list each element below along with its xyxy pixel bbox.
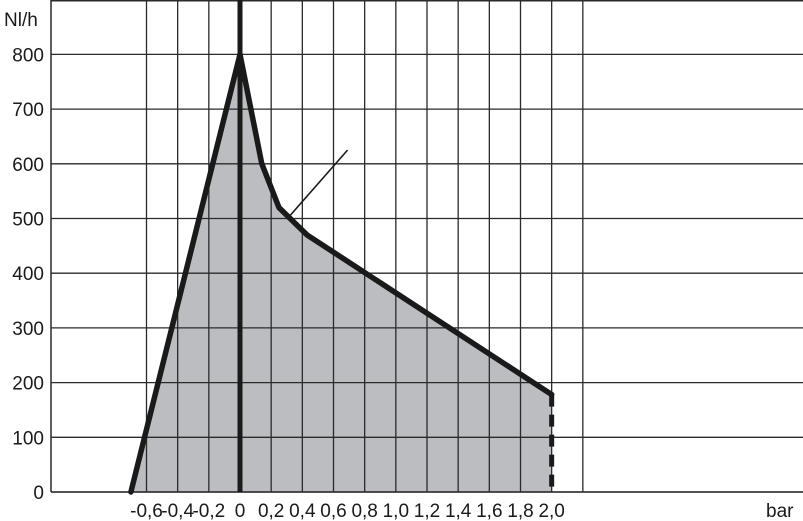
series-line-0 bbox=[128, 51, 555, 495]
y-tick-label: 400 bbox=[12, 264, 44, 285]
x-tick-label: 2,0 bbox=[538, 501, 564, 521]
x-tick-label: 0,4 bbox=[289, 501, 316, 521]
leader-line bbox=[289, 149, 349, 217]
y-tick-label: 600 bbox=[12, 155, 44, 176]
x-tick-label: 0,6 bbox=[320, 501, 346, 521]
x-tick-label: -0,4 bbox=[161, 501, 194, 521]
y-axis-label: Nl/h bbox=[4, 10, 38, 31]
y-tick-label: 200 bbox=[12, 374, 44, 395]
x-tick-label: 0,8 bbox=[351, 501, 377, 521]
y-tick-label: 700 bbox=[12, 100, 44, 121]
y-tick-label: 800 bbox=[12, 45, 44, 66]
x-axis-label: bar bbox=[766, 501, 794, 521]
label-layer: Nl/h bar -0,6-0,4-0,2 0 0,2 0,4 0,6 0,8 1,0 1,2… bbox=[4, 10, 794, 521]
y-tick-label: 0 bbox=[33, 483, 44, 504]
x-tick-label: 0,2 bbox=[258, 501, 284, 521]
y-tick-label: 300 bbox=[12, 319, 44, 340]
x-tick-label: -0,2 bbox=[192, 501, 225, 521]
axis-layer bbox=[50, 0, 803, 493]
x-tick-label: 1,0 bbox=[383, 501, 409, 521]
x-tick-label: 1,2 bbox=[414, 501, 440, 521]
y-tick-label: 100 bbox=[12, 428, 44, 449]
grid-layer bbox=[51, 0, 803, 493]
x-tick-label: 0 bbox=[235, 501, 246, 521]
x-tick-label: -0,6 bbox=[130, 501, 163, 521]
x-tick-label: 1,6 bbox=[476, 501, 502, 521]
series-layer bbox=[128, 51, 555, 495]
y-tick-label: 500 bbox=[12, 210, 44, 231]
x-tick-label: 1,4 bbox=[445, 501, 472, 521]
x-tick-label: 1,8 bbox=[507, 501, 533, 521]
